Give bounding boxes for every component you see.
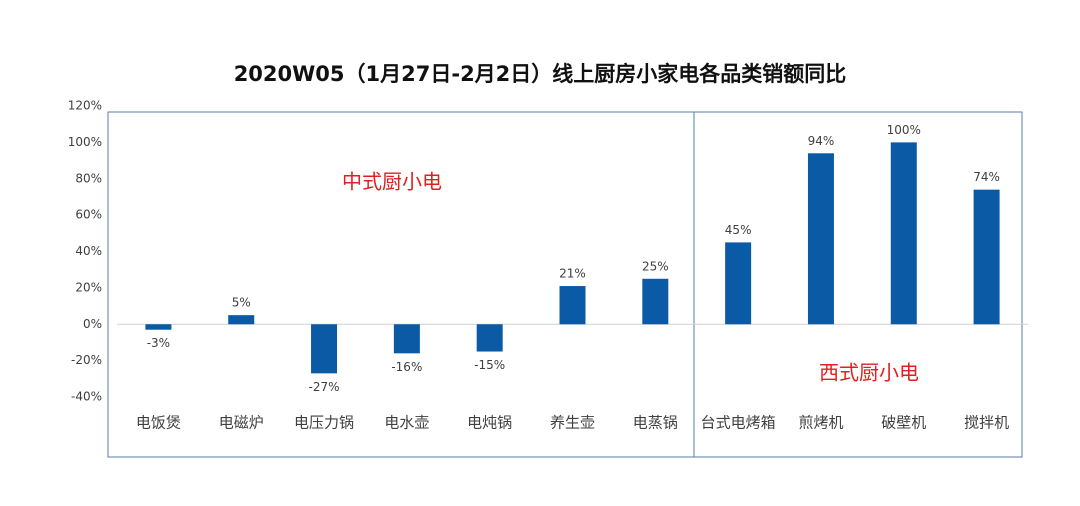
group-box	[693, 111, 1023, 458]
annotation: 中式厨小电	[342, 170, 442, 194]
bar	[725, 242, 752, 325]
annotation: 西式厨小电	[819, 361, 919, 385]
bar	[228, 315, 255, 325]
x-tick-label: 电蒸锅	[633, 414, 678, 432]
x-tick-label: 电饭煲	[136, 414, 181, 432]
value-label: 100%	[887, 123, 921, 137]
x-tick-label: 台式电烤箱	[701, 414, 776, 432]
value-label: 5%	[232, 296, 251, 310]
value-label: 74%	[973, 170, 1000, 184]
bar	[559, 286, 586, 325]
value-label: 94%	[808, 134, 835, 148]
value-label: -15%	[474, 358, 505, 372]
value-label: 25%	[642, 259, 669, 273]
y-tick-label: 120%	[68, 99, 102, 113]
bar	[890, 142, 917, 325]
bar	[807, 153, 834, 325]
bar	[393, 324, 420, 354]
chart-title: 2020W05（1月27日-2月2日）线上厨房小家电各品类销额同比	[234, 62, 847, 86]
value-label: -27%	[309, 380, 340, 394]
y-tick-label: 0%	[83, 317, 102, 331]
bar	[476, 324, 503, 352]
x-tick-label: 搅拌机	[964, 414, 1009, 432]
y-tick-label: -20%	[71, 353, 102, 367]
x-tick-label: 电磁炉	[219, 414, 264, 432]
bar	[973, 189, 1000, 325]
x-tick-label: 养生壶	[550, 414, 595, 432]
y-tick-label: 60%	[75, 208, 102, 222]
x-tick-label: 电水壶	[384, 414, 429, 432]
x-tick-label: 电炖锅	[467, 414, 512, 432]
value-label: 21%	[559, 267, 586, 281]
y-tick-label: 40%	[75, 244, 102, 258]
x-tick-label: 破壁机	[881, 414, 926, 432]
bar	[145, 324, 172, 330]
value-label: -16%	[391, 360, 422, 374]
value-label: -3%	[147, 336, 170, 350]
x-tick-label: 煎烤机	[798, 414, 843, 432]
y-tick-label: 100%	[68, 135, 102, 149]
value-label: 45%	[725, 223, 752, 237]
x-tick-label: 电压力锅	[294, 414, 354, 432]
group-box	[107, 111, 695, 458]
y-tick-label: -40%	[71, 390, 102, 404]
bar	[311, 324, 338, 374]
bar	[642, 278, 669, 325]
y-tick-label: 80%	[75, 171, 102, 185]
y-tick-label: 20%	[75, 280, 102, 294]
